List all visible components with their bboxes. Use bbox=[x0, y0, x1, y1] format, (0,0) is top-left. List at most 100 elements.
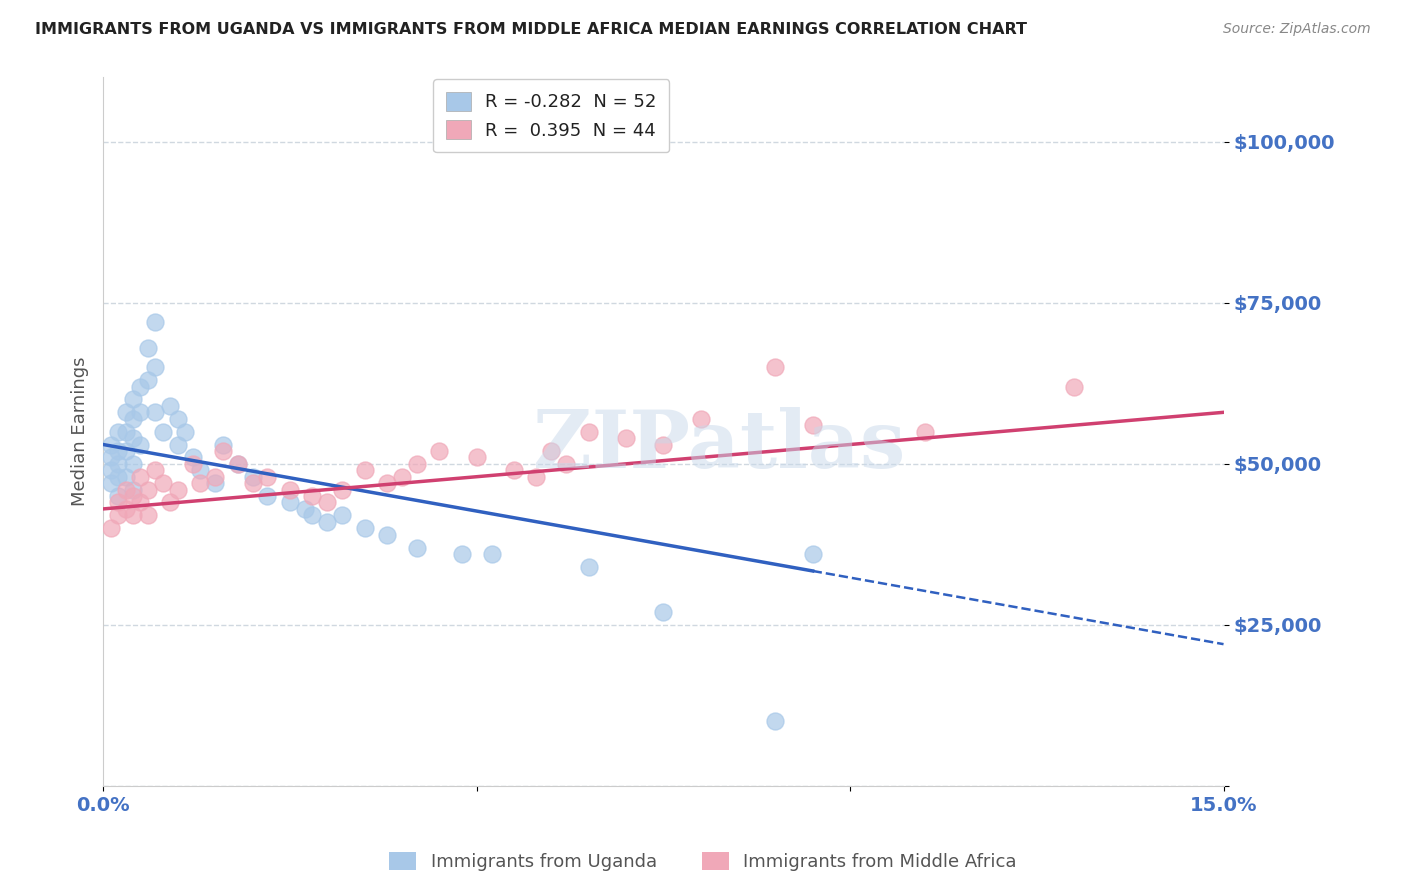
Point bbox=[353, 521, 375, 535]
Text: IMMIGRANTS FROM UGANDA VS IMMIGRANTS FROM MIDDLE AFRICA MEDIAN EARNINGS CORRELAT: IMMIGRANTS FROM UGANDA VS IMMIGRANTS FRO… bbox=[35, 22, 1028, 37]
Point bbox=[107, 489, 129, 503]
Point bbox=[256, 489, 278, 503]
Point bbox=[1063, 379, 1085, 393]
Point bbox=[375, 476, 398, 491]
Point bbox=[114, 444, 136, 458]
Point bbox=[555, 457, 578, 471]
Point bbox=[181, 450, 204, 465]
Point bbox=[763, 360, 786, 375]
Point bbox=[129, 405, 152, 419]
Point bbox=[122, 489, 145, 503]
Point bbox=[330, 508, 353, 523]
Point bbox=[301, 508, 323, 523]
Point bbox=[129, 469, 152, 483]
Point bbox=[166, 483, 188, 497]
Point bbox=[114, 405, 136, 419]
Point bbox=[652, 437, 675, 451]
Point bbox=[152, 476, 174, 491]
Point bbox=[107, 508, 129, 523]
Point bbox=[114, 502, 136, 516]
Point bbox=[188, 463, 211, 477]
Point bbox=[152, 425, 174, 439]
Text: ZIPatlas: ZIPatlas bbox=[533, 407, 905, 485]
Point bbox=[114, 425, 136, 439]
Point bbox=[211, 444, 233, 458]
Point bbox=[503, 463, 526, 477]
Point bbox=[145, 360, 167, 375]
Point bbox=[136, 373, 159, 387]
Point bbox=[405, 457, 427, 471]
Point bbox=[316, 495, 339, 509]
Point bbox=[465, 450, 488, 465]
Point bbox=[122, 457, 145, 471]
Point bbox=[652, 605, 675, 619]
Point bbox=[316, 515, 339, 529]
Point bbox=[242, 476, 264, 491]
Point bbox=[294, 502, 316, 516]
Point bbox=[204, 469, 226, 483]
Point bbox=[353, 463, 375, 477]
Point bbox=[524, 469, 547, 483]
Point bbox=[107, 444, 129, 458]
Point bbox=[136, 341, 159, 355]
Point bbox=[427, 444, 450, 458]
Point bbox=[614, 431, 637, 445]
Point bbox=[129, 495, 152, 509]
Point bbox=[100, 476, 122, 491]
Point bbox=[107, 495, 129, 509]
Point bbox=[226, 457, 249, 471]
Point bbox=[100, 521, 122, 535]
Point bbox=[122, 431, 145, 445]
Point bbox=[689, 411, 711, 425]
Point bbox=[188, 476, 211, 491]
Point bbox=[107, 469, 129, 483]
Point bbox=[100, 437, 122, 451]
Point bbox=[540, 444, 562, 458]
Point bbox=[181, 457, 204, 471]
Text: Source: ZipAtlas.com: Source: ZipAtlas.com bbox=[1223, 22, 1371, 37]
Point bbox=[914, 425, 936, 439]
Point bbox=[122, 411, 145, 425]
Point bbox=[174, 425, 197, 439]
Point bbox=[145, 315, 167, 329]
Point bbox=[114, 469, 136, 483]
Point bbox=[129, 379, 152, 393]
Y-axis label: Median Earnings: Median Earnings bbox=[72, 357, 89, 507]
Point bbox=[166, 437, 188, 451]
Point bbox=[330, 483, 353, 497]
Point bbox=[159, 399, 181, 413]
Point bbox=[100, 450, 122, 465]
Point bbox=[122, 508, 145, 523]
Point bbox=[763, 714, 786, 729]
Point bbox=[578, 560, 600, 574]
Legend: Immigrants from Uganda, Immigrants from Middle Africa: Immigrants from Uganda, Immigrants from … bbox=[382, 845, 1024, 879]
Point bbox=[801, 547, 824, 561]
Point bbox=[801, 418, 824, 433]
Point bbox=[114, 483, 136, 497]
Point bbox=[375, 527, 398, 541]
Point bbox=[145, 463, 167, 477]
Point bbox=[242, 469, 264, 483]
Point bbox=[450, 547, 472, 561]
Point bbox=[278, 483, 301, 497]
Point bbox=[204, 476, 226, 491]
Point bbox=[166, 411, 188, 425]
Point bbox=[159, 495, 181, 509]
Point bbox=[405, 541, 427, 555]
Point bbox=[578, 425, 600, 439]
Point bbox=[136, 508, 159, 523]
Point bbox=[145, 405, 167, 419]
Point bbox=[107, 457, 129, 471]
Point bbox=[136, 483, 159, 497]
Point bbox=[301, 489, 323, 503]
Legend: R = -0.282  N = 52, R =  0.395  N = 44: R = -0.282 N = 52, R = 0.395 N = 44 bbox=[433, 79, 669, 153]
Point bbox=[107, 425, 129, 439]
Point bbox=[211, 437, 233, 451]
Point bbox=[129, 437, 152, 451]
Point bbox=[122, 483, 145, 497]
Point bbox=[226, 457, 249, 471]
Point bbox=[481, 547, 503, 561]
Point bbox=[391, 469, 413, 483]
Point bbox=[278, 495, 301, 509]
Point bbox=[100, 463, 122, 477]
